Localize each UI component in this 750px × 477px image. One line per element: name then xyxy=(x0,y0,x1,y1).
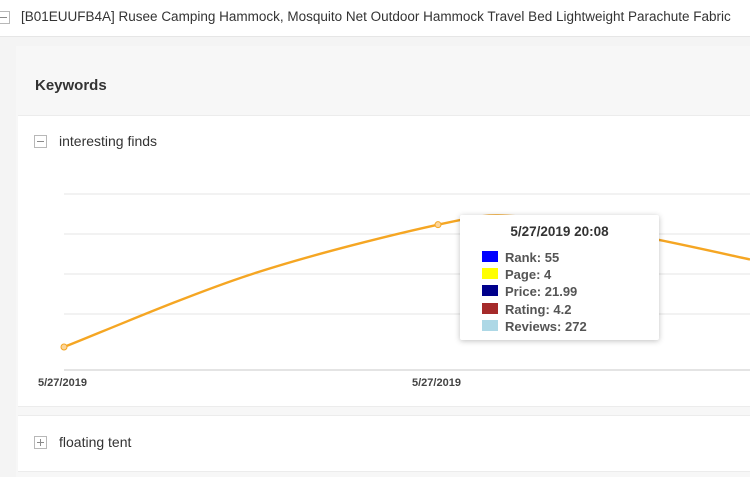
legend-swatch xyxy=(482,302,498,314)
legend-swatch xyxy=(482,285,498,297)
tooltip-row-value: 4.2 xyxy=(553,301,572,317)
legend-swatch xyxy=(482,268,498,280)
tooltip-row-value: 4 xyxy=(544,267,552,283)
chart-tooltip: 5/27/2019 20:08 Rank: 55 Page: 4 Price: 21… xyxy=(460,215,659,340)
tooltip-row-value: 272 xyxy=(564,318,587,334)
legend-swatch xyxy=(482,251,498,262)
tooltip-row-label: Rating: xyxy=(505,301,554,317)
keyword-label: interesting finds xyxy=(59,133,158,149)
tooltip-title: 5/27/2019 20:08 xyxy=(510,224,609,239)
data-point[interactable] xyxy=(434,221,442,229)
x-tick-label: 5/27/2019 xyxy=(38,377,87,389)
keyword-label: floating tent xyxy=(59,434,132,450)
expand-keyword-icon[interactable] xyxy=(34,436,47,449)
tooltip-row-text: Reviews: 272 xyxy=(505,319,587,334)
tooltip-row-label: Rank: xyxy=(505,250,545,265)
product-title: [B01EUUFB4A] Rusee Camping Hammock, Mosq… xyxy=(21,9,731,24)
tooltip-row-value: 55 xyxy=(544,250,560,265)
keyword-card-floating-tent xyxy=(18,415,750,472)
tooltip-row-label: Price: xyxy=(505,284,545,300)
x-tick-label: 5/27/2019 xyxy=(412,377,461,389)
collapse-product-icon[interactable] xyxy=(0,11,10,24)
chart-points xyxy=(60,221,442,351)
tooltip-row-text: Rank: 55 xyxy=(505,250,559,265)
data-point[interactable] xyxy=(60,343,68,351)
legend-swatch xyxy=(482,319,498,331)
product-header: [B01EUUFB4A] Rusee Camping Hammock, Mosq… xyxy=(0,0,750,37)
tooltip-row-text: Price: 21.99 xyxy=(505,284,577,299)
tooltip-row-label: Page: xyxy=(505,267,545,283)
tooltip-row-value: 21.99 xyxy=(544,284,578,300)
collapse-keyword-icon[interactable] xyxy=(34,135,47,148)
section-heading: Keywords xyxy=(35,77,107,94)
tooltip-row-text: Page: 4 xyxy=(505,267,551,282)
tooltip-row-text: Rating: 4.2 xyxy=(505,302,571,317)
tooltip-row-label: Reviews: xyxy=(505,318,565,334)
